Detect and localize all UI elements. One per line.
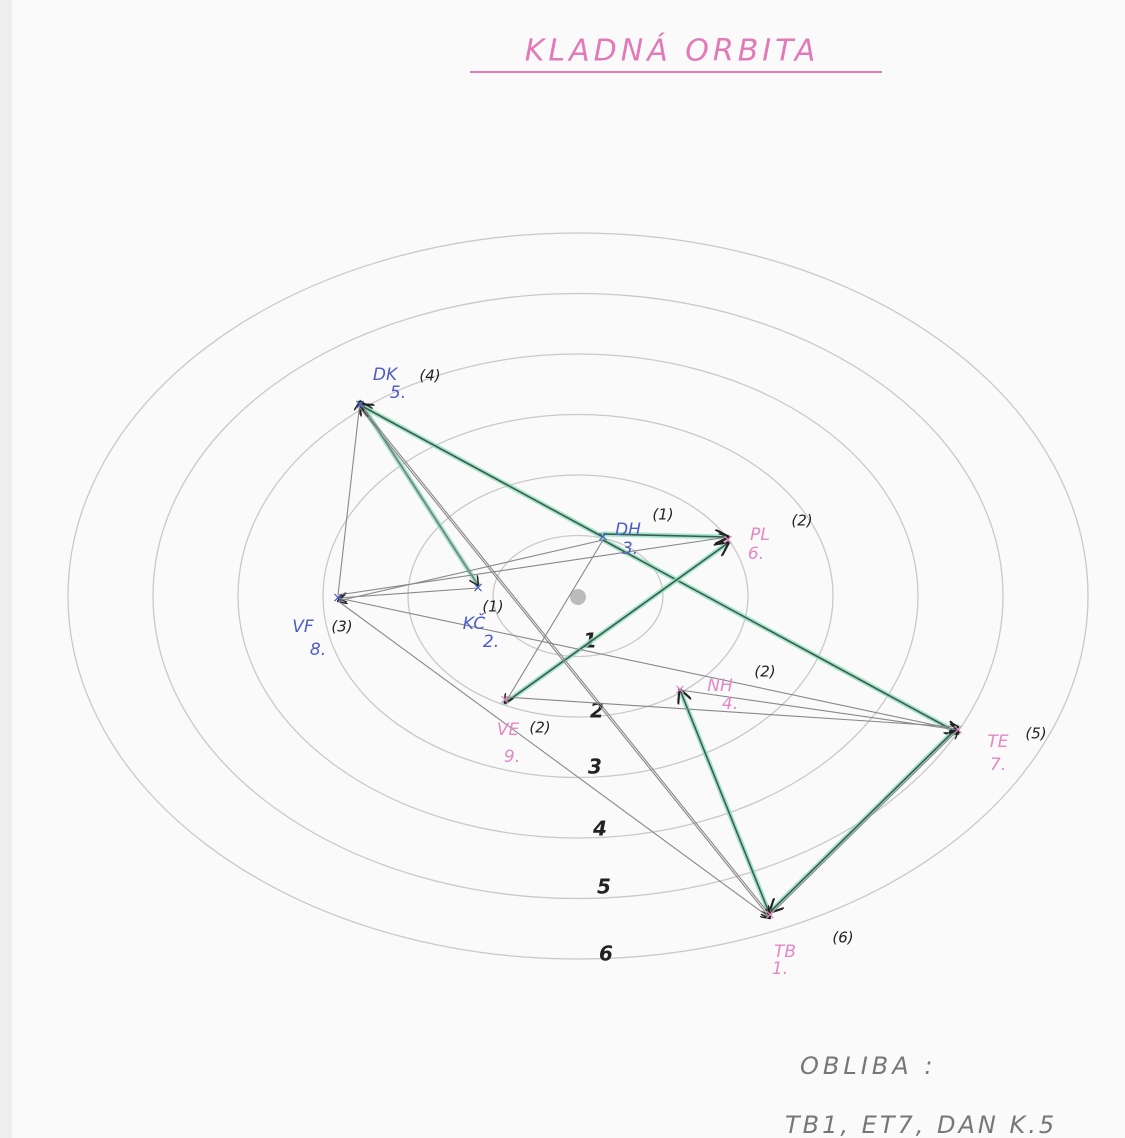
node-score: (2) bbox=[754, 663, 775, 681]
edge bbox=[337, 402, 360, 596]
node-name: VF bbox=[292, 617, 314, 637]
node-score: (1) bbox=[482, 598, 503, 616]
node-score: (2) bbox=[529, 719, 550, 737]
edge bbox=[505, 539, 604, 703]
node-name: KČ bbox=[463, 612, 486, 634]
edge bbox=[602, 539, 958, 733]
ring-label: 5 bbox=[597, 875, 611, 899]
ring-label: 3 bbox=[588, 755, 602, 779]
node-rank: 8. bbox=[310, 640, 326, 660]
node-marker: × bbox=[952, 722, 964, 738]
node-marker: × bbox=[354, 397, 366, 413]
node-name: PL bbox=[750, 525, 770, 545]
title: KLADNÁ ORBITA bbox=[525, 33, 820, 69]
edge bbox=[504, 543, 728, 704]
ring bbox=[492, 534, 664, 658]
edge bbox=[504, 696, 958, 727]
node-rank: 3. bbox=[622, 539, 638, 559]
ring-label: 6 bbox=[599, 942, 613, 966]
ring bbox=[407, 474, 749, 718]
node-marker: × bbox=[722, 532, 734, 548]
node-name: DK bbox=[373, 365, 399, 385]
center bbox=[570, 589, 586, 605]
edge bbox=[770, 726, 959, 912]
node-marker: × bbox=[674, 682, 686, 698]
node-rank: 5. bbox=[390, 383, 406, 403]
node-marker: × bbox=[597, 529, 609, 545]
node-name: TE bbox=[987, 732, 1008, 752]
ring bbox=[152, 292, 1004, 900]
node-marker: × bbox=[332, 590, 344, 606]
margin bbox=[0, 0, 12, 1138]
edge bbox=[680, 690, 771, 916]
node-rank: 4. bbox=[722, 694, 738, 714]
node-score: (6) bbox=[832, 929, 853, 947]
node-rank: 7. bbox=[990, 755, 1006, 775]
nodes: × DK5. (4) × DH3. (1) × PL6. (2) × VF 8. (3) × KČ2. (1)… bbox=[292, 365, 1046, 979]
edge bbox=[337, 597, 958, 730]
node-marker: × bbox=[472, 580, 484, 596]
edge bbox=[338, 539, 604, 601]
node-rank: 1. bbox=[772, 959, 788, 979]
edges bbox=[338, 402, 958, 918]
node-marker: × bbox=[499, 692, 511, 708]
footer-heading: OBLIBA : bbox=[800, 1052, 936, 1080]
edge bbox=[769, 730, 958, 916]
edge bbox=[337, 600, 770, 918]
footer-text: TB1, ET7, DAN K.5 bbox=[785, 1111, 1057, 1138]
edge bbox=[359, 404, 770, 915]
edge bbox=[359, 401, 478, 585]
node-rank: 6. bbox=[748, 544, 764, 564]
node-name: TB bbox=[774, 942, 796, 962]
ring bbox=[237, 353, 919, 839]
node-rank: 9. bbox=[504, 747, 520, 767]
node-rank: 2. bbox=[483, 632, 499, 652]
edge bbox=[338, 587, 479, 598]
edge bbox=[359, 407, 770, 918]
edge bbox=[360, 405, 604, 538]
node-score: (2) bbox=[791, 512, 812, 530]
node-marker: × bbox=[764, 907, 776, 923]
node-score: (5) bbox=[1025, 725, 1046, 743]
node-score: (4) bbox=[419, 367, 440, 385]
node-name: DH bbox=[615, 520, 641, 540]
node-name: VE bbox=[497, 720, 520, 740]
node-score: (1) bbox=[652, 506, 673, 524]
edge bbox=[337, 537, 728, 596]
edge bbox=[602, 534, 728, 537]
ring-label: 4 bbox=[592, 817, 607, 841]
node-name: NH bbox=[707, 676, 733, 696]
ring bbox=[67, 232, 1089, 960]
node-score: (3) bbox=[331, 618, 352, 636]
edge bbox=[679, 689, 958, 730]
